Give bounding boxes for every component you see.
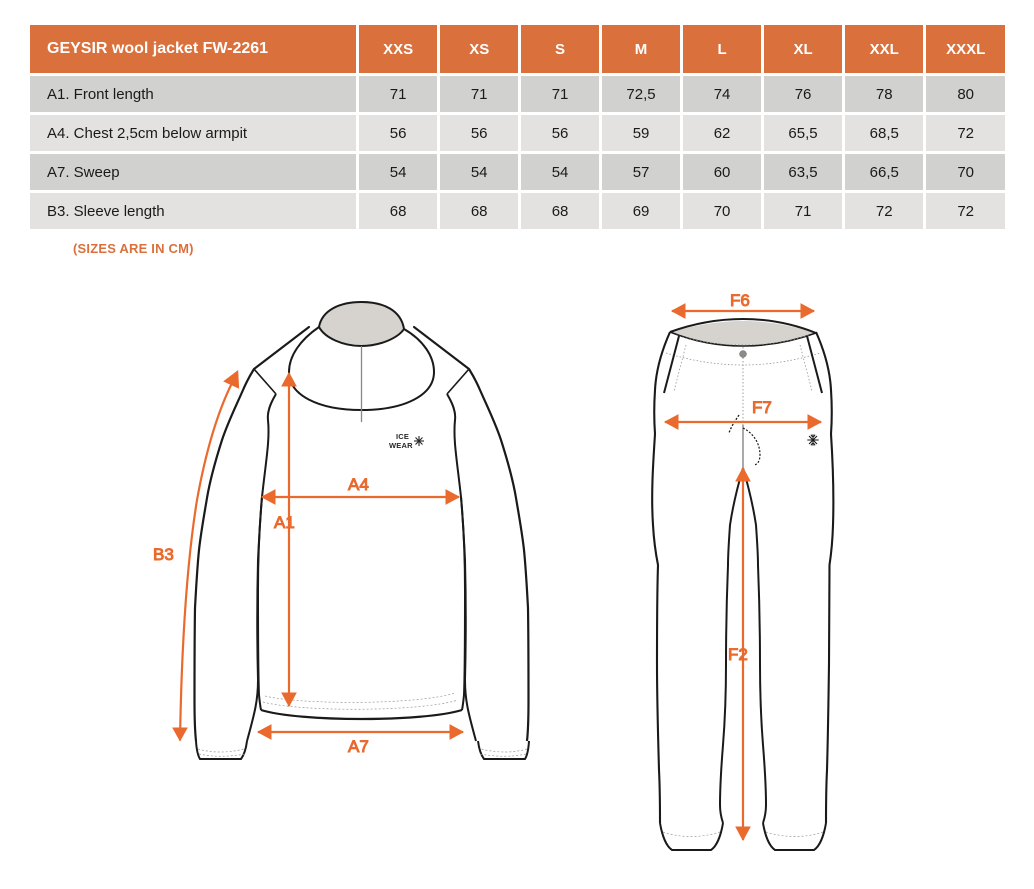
svg-text:WEAR: WEAR xyxy=(389,441,413,450)
svg-text:F7: F7 xyxy=(752,398,772,417)
svg-text:A1: A1 xyxy=(274,513,295,532)
svg-text:F2: F2 xyxy=(728,645,748,664)
svg-text:A7: A7 xyxy=(348,737,369,756)
svg-text:B3: B3 xyxy=(153,545,174,564)
svg-text:F6: F6 xyxy=(730,291,750,310)
svg-text:A4: A4 xyxy=(348,475,369,494)
svg-text:ICE: ICE xyxy=(396,432,409,441)
